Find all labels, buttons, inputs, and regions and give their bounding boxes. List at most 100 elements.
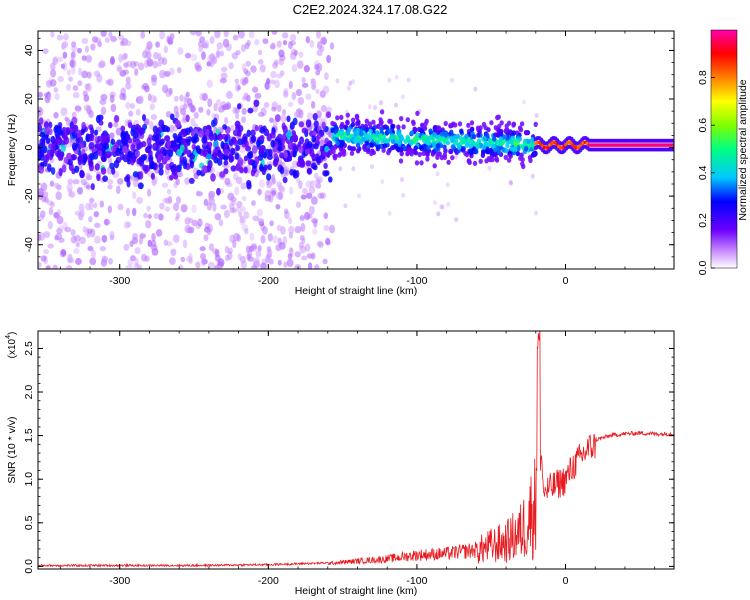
heatmap-cell [235, 176, 243, 185]
heatmap-cell [146, 137, 152, 146]
heatmap-cell [74, 106, 82, 113]
heatmap-cell [130, 60, 137, 69]
heatmap-cell [56, 215, 64, 225]
heatmap-cell [270, 70, 277, 79]
heatmap-cell [89, 257, 97, 266]
y-tick-label: 1.5 [23, 428, 35, 443]
heatmap-cell [109, 94, 115, 103]
heatmap-cell [225, 90, 233, 99]
heatmap-cell [396, 124, 401, 130]
heatmap-cell [81, 121, 86, 130]
heatmap-cell [409, 130, 415, 136]
heatmap-cell [201, 258, 208, 265]
heatmap-cell [502, 134, 507, 140]
heatmap-cell [316, 240, 324, 247]
heatmap-cell [71, 65, 76, 75]
heatmap-cell [260, 107, 267, 117]
heatmap-cell [253, 99, 260, 107]
heatmap-cell [306, 167, 313, 175]
heatmap-cell [73, 247, 80, 255]
heatmap-cell [279, 70, 285, 76]
heatmap-cell [138, 237, 144, 245]
heatmap-cell [488, 147, 493, 153]
heatmap-cell [530, 137, 535, 143]
heatmap-cell [376, 144, 381, 150]
heatmap-cell [272, 235, 279, 244]
x-tick-label: -200 [258, 575, 279, 587]
heatmap-cell [63, 33, 69, 41]
heatmap-cell [345, 120, 350, 126]
heatmap-cell [89, 152, 95, 161]
heatmap-cell [164, 206, 171, 212]
heatmap-cell [125, 40, 132, 47]
heatmap-cell [267, 233, 273, 242]
heatmap-cell [261, 167, 266, 176]
heatmap-cell [272, 61, 279, 69]
heatmap-cell [42, 48, 49, 55]
heatmap-cell [335, 140, 340, 146]
heatmap-cell [76, 129, 82, 138]
heatmap-cell [307, 262, 313, 269]
heatmap-cell [45, 265, 51, 269]
heatmap-cell [475, 143, 480, 149]
heatmap-cell [138, 127, 144, 136]
heatmap-cell [476, 132, 481, 138]
heatmap-cell [162, 84, 169, 94]
heatmap-cell [61, 164, 67, 173]
heatmap-cell [252, 215, 260, 222]
heatmap-cell [217, 258, 225, 267]
heatmap-cell [219, 171, 226, 178]
heatmap-cell [159, 69, 166, 79]
heatmap-cell [132, 191, 137, 200]
heatmap-cell [86, 174, 93, 181]
heatmap-cell [293, 111, 299, 118]
heatmap-cell [271, 101, 278, 111]
heatmap-cell [349, 150, 355, 156]
x-tick-label: -100 [406, 575, 427, 587]
heatmap-cell [139, 233, 146, 239]
heatmap-cell [246, 39, 251, 46]
heatmap-cell [89, 228, 96, 238]
heatmap-cell [88, 141, 95, 150]
heatmap-cell [70, 229, 76, 236]
heatmap-cell [72, 178, 80, 185]
snr-panel: -300 -200 -100 0 0.0 0.5 1.0 1.5 2.0 2.5 Height o… [5, 330, 675, 597]
heatmap-cell [329, 42, 335, 50]
heatmap-cell [240, 116, 247, 124]
heatmap-cell [533, 121, 538, 127]
heatmap-cell [166, 140, 172, 147]
heatmap-cell [97, 61, 105, 69]
heatmap-cell [239, 255, 246, 264]
heatmap-cell [80, 178, 88, 186]
heatmap-cell [137, 95, 144, 104]
heatmap-cell [216, 42, 223, 50]
heatmap-cell [355, 148, 361, 154]
heatmap-cell [176, 148, 183, 156]
heatmap-cell [224, 116, 229, 125]
heatmap-cell [170, 248, 177, 257]
heatmap-cell [515, 151, 520, 157]
heatmap-cell [305, 36, 310, 44]
heatmap-cell [185, 114, 190, 123]
heatmap-cell [107, 179, 114, 185]
heatmap-cell [151, 178, 157, 187]
heatmap-cell [287, 217, 293, 225]
heatmap-cell [367, 104, 372, 110]
heatmap-cell [155, 132, 162, 141]
heatmap-cell [315, 88, 320, 95]
heatmap-cell [259, 64, 266, 73]
heatmap-cell [493, 147, 498, 153]
heatmap-cell [322, 85, 330, 94]
heatmap-cell [345, 112, 350, 118]
heatmap-cell [94, 235, 101, 244]
heatmap-cell [278, 49, 285, 58]
heatmap-cell [150, 114, 158, 121]
heatmap-cell [298, 145, 304, 154]
heatmap-cell [243, 68, 249, 75]
heatmap-cell [522, 141, 528, 147]
heatmap-cell [371, 133, 376, 139]
heatmap-cell [220, 204, 227, 210]
heatmap-cell [104, 37, 110, 43]
heatmap-cell [183, 97, 188, 106]
